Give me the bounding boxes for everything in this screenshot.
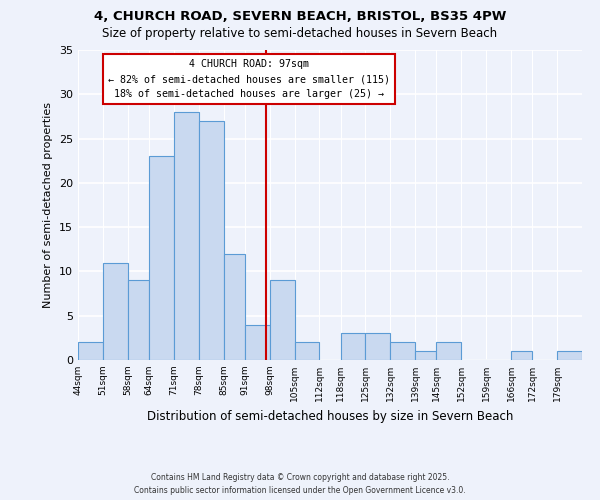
- Text: Size of property relative to semi-detached houses in Severn Beach: Size of property relative to semi-detach…: [103, 28, 497, 40]
- Bar: [269, 280, 295, 360]
- Text: 4, CHURCH ROAD, SEVERN BEACH, BRISTOL, BS35 4PW: 4, CHURCH ROAD, SEVERN BEACH, BRISTOL, B…: [94, 10, 506, 23]
- Bar: [341, 334, 365, 360]
- Bar: [174, 112, 199, 360]
- Bar: [103, 262, 128, 360]
- Bar: [149, 156, 174, 360]
- Bar: [245, 324, 269, 360]
- Bar: [415, 351, 436, 360]
- Bar: [295, 342, 319, 360]
- Bar: [365, 334, 391, 360]
- X-axis label: Distribution of semi-detached houses by size in Severn Beach: Distribution of semi-detached houses by …: [147, 410, 513, 422]
- Bar: [128, 280, 149, 360]
- Y-axis label: Number of semi-detached properties: Number of semi-detached properties: [43, 102, 53, 308]
- Text: 4 CHURCH ROAD: 97sqm
← 82% of semi-detached houses are smaller (115)
18% of semi: 4 CHURCH ROAD: 97sqm ← 82% of semi-detac…: [109, 60, 391, 99]
- Bar: [557, 351, 582, 360]
- Bar: [391, 342, 415, 360]
- Bar: [224, 254, 245, 360]
- Bar: [78, 342, 103, 360]
- Bar: [511, 351, 532, 360]
- Text: Contains HM Land Registry data © Crown copyright and database right 2025.
Contai: Contains HM Land Registry data © Crown c…: [134, 473, 466, 495]
- Bar: [199, 121, 224, 360]
- Bar: [436, 342, 461, 360]
